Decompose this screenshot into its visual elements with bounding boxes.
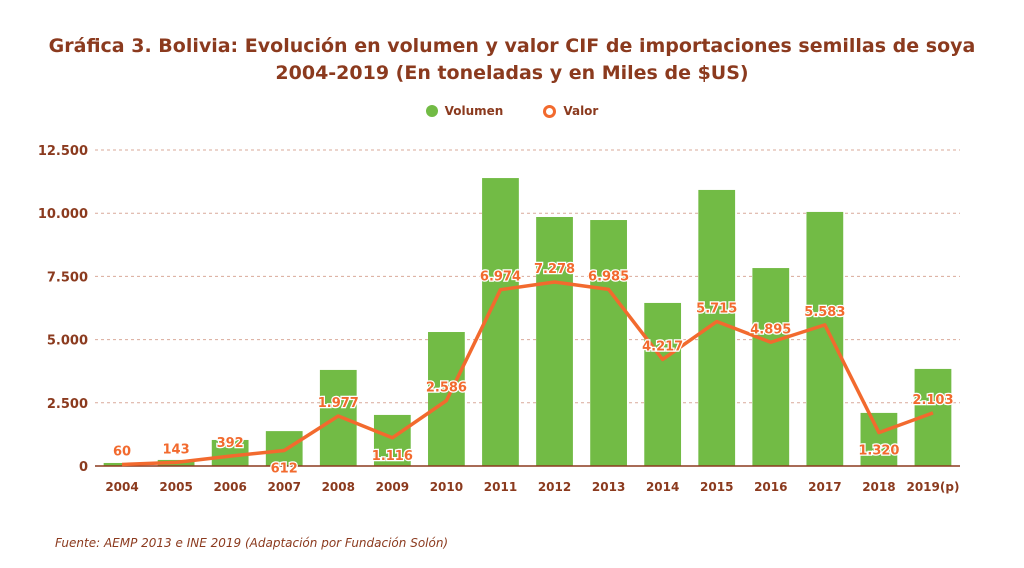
data-label-valor-2019(p): 2.103 [912,393,953,408]
data-label-valor-2010: 2.586 [426,381,467,396]
data-label-valor-2012: 7.278 [534,262,575,277]
source-note: Fuente: AEMP 2013 e INE 2019 (Adaptación… [55,536,449,550]
y-tick-label: 2.500 [47,397,88,412]
x-tick-label: 2015 [700,480,733,494]
data-label-valor-2008: 1.977 [318,396,359,411]
data-label-valor-2013: 6.985 [588,269,629,284]
bar-volumen-2011 [482,178,519,467]
bar-volumen-2009 [373,414,411,466]
bar-volumen-2013 [590,220,627,466]
x-tick-label: 2009 [376,480,409,494]
y-tick-label: 10.000 [38,207,88,222]
x-tick-label: 2014 [646,480,679,494]
bar-volumen-2014 [644,302,682,466]
data-label-valor-2014: 4.217 [642,339,683,354]
data-label-valor-2007: 612 [271,462,298,477]
chart-title: Gráfica 3. Bolivia: Evolución en volumen… [0,33,1024,87]
x-tick-label: 2005 [159,480,192,494]
data-label-valor-2005: 143 [163,442,190,457]
bar-volumen-2017 [806,211,844,466]
x-tick-label: 2013 [592,480,625,494]
legend-label-valor: Valor [563,104,599,118]
legend-marker-valor [543,104,557,118]
x-tick-label: 2019(p) [906,480,959,494]
data-label-valor-2016: 4.895 [750,322,791,337]
chart-title-line1: Gráfica 3. Bolivia: Evolución en volumen… [48,35,976,57]
x-tick-label: 2011 [484,480,517,494]
y-tick-label: 0 [79,460,88,475]
line-valor [121,280,934,467]
x-tick-label: 2007 [268,480,301,494]
x-tick-label: 2017 [808,480,841,494]
chart-title-line2: 2004-2019 (En toneladas y en Miles de $U… [275,62,749,84]
y-tick-label: 12.500 [38,144,88,159]
data-label-valor-2004: 60 [113,444,131,459]
data-label-valor-2006: 392 [217,436,244,451]
data-label-valor-2018: 1.320 [858,444,899,459]
legend-label-volumen: Volumen [444,104,504,118]
x-tick-label: 2010 [430,480,463,494]
x-tick-label: 2016 [754,480,787,494]
data-label-valor-2017: 5.583 [804,305,845,320]
bar-volumen-2016 [752,268,790,466]
legend-item-valor: Valor [543,104,598,118]
legend-item-volumen: Volumen [425,104,504,118]
data-label-valor-2011: 6.974 [480,270,521,285]
x-tick-label: 2018 [862,480,895,494]
bar-volumen-2006 [211,439,249,466]
y-tick-label: 7.500 [47,270,88,285]
bar-volumen-2018 [860,412,898,466]
data-label-valor-2009: 1.116 [372,449,413,464]
legend-marker-volumen [425,105,438,117]
x-tick-label: 2004 [105,480,138,494]
bar-volumen-2004 [103,462,141,466]
bar-volumen-2012 [536,216,573,466]
y-tick-label: 5.000 [47,334,88,349]
x-tick-label: 2006 [213,480,246,494]
x-tick-label: 2012 [538,480,571,494]
legend: Volumen Valor [0,104,1024,118]
data-label-valor-2015: 5.715 [696,302,737,317]
x-tick-label: 2008 [322,480,355,494]
